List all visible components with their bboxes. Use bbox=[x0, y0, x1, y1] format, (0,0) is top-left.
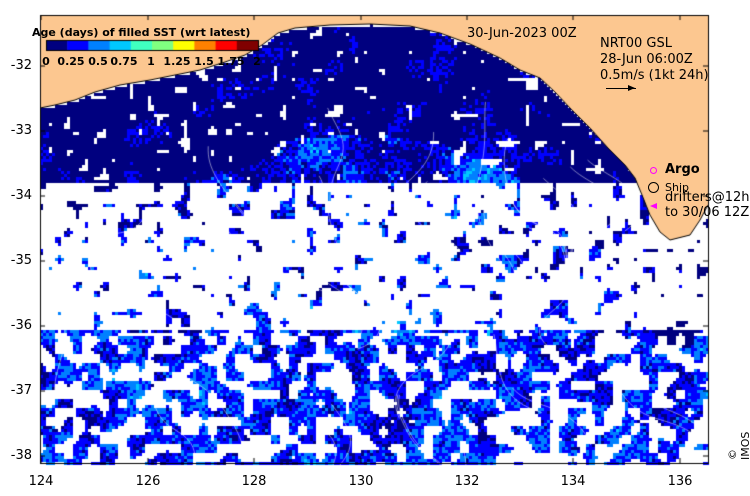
legend-ship-label: Ship bbox=[665, 181, 689, 194]
colorbar-tick-label: 1.5 bbox=[194, 55, 214, 68]
x-tick-label: 134 bbox=[560, 474, 586, 489]
x-tick-label: 136 bbox=[667, 474, 693, 489]
y-tick-label: -35 bbox=[10, 253, 32, 268]
colorbar-title: Age (days) of filled SST (wrt latest) bbox=[32, 26, 251, 39]
y-tick-label: -33 bbox=[10, 123, 32, 138]
colorbar-tick-label: 1.75 bbox=[217, 55, 245, 68]
colorbar-tick-label: 0.75 bbox=[110, 55, 138, 68]
colorbar-tick-label: 0.5 bbox=[88, 55, 108, 68]
current-scale-label: 0.5m/s (1kt 24h) bbox=[600, 68, 709, 83]
y-tick-label: -36 bbox=[10, 318, 32, 333]
colorbar-tick-label: 2 bbox=[253, 55, 261, 68]
x-tick-label: 132 bbox=[454, 474, 480, 489]
legend-drifters-period-label: to 30/06 12Z bbox=[665, 205, 750, 220]
colorbar-tick-label: 1 bbox=[147, 55, 155, 68]
x-tick-label: 128 bbox=[241, 474, 267, 489]
imos-credit: © IMOS 01-Jul-2023 21:06 Hobart bbox=[726, 431, 750, 460]
y-tick-label: -38 bbox=[10, 448, 32, 463]
colorbar-tick-label: 0 bbox=[42, 55, 50, 68]
ship-marker-icon bbox=[648, 182, 659, 193]
colorbar-tick-label: 1.25 bbox=[163, 55, 191, 68]
current-scale-arrowhead-icon bbox=[628, 85, 635, 91]
current-scale-arrow-icon bbox=[606, 88, 636, 89]
legend-drifters-label: drifters@12h bbox=[665, 190, 750, 205]
drifter-marker-icon bbox=[650, 203, 657, 209]
legend-argo-label: Argo bbox=[665, 162, 700, 177]
y-tick-label: -34 bbox=[10, 188, 32, 203]
current-time-label: 28-Jun 06:00Z bbox=[600, 52, 693, 67]
x-tick-label: 124 bbox=[28, 474, 54, 489]
current-source-label: NRT00 GSL bbox=[600, 36, 672, 51]
x-tick-label: 126 bbox=[135, 474, 161, 489]
y-tick-label: -37 bbox=[10, 383, 32, 398]
date-label: 30-Jun-2023 00Z bbox=[467, 26, 577, 41]
colorbar-tick-label: 0.25 bbox=[57, 55, 85, 68]
x-tick-label: 130 bbox=[348, 474, 374, 489]
argo-marker-icon bbox=[650, 167, 657, 174]
y-tick-label: -32 bbox=[10, 58, 32, 73]
